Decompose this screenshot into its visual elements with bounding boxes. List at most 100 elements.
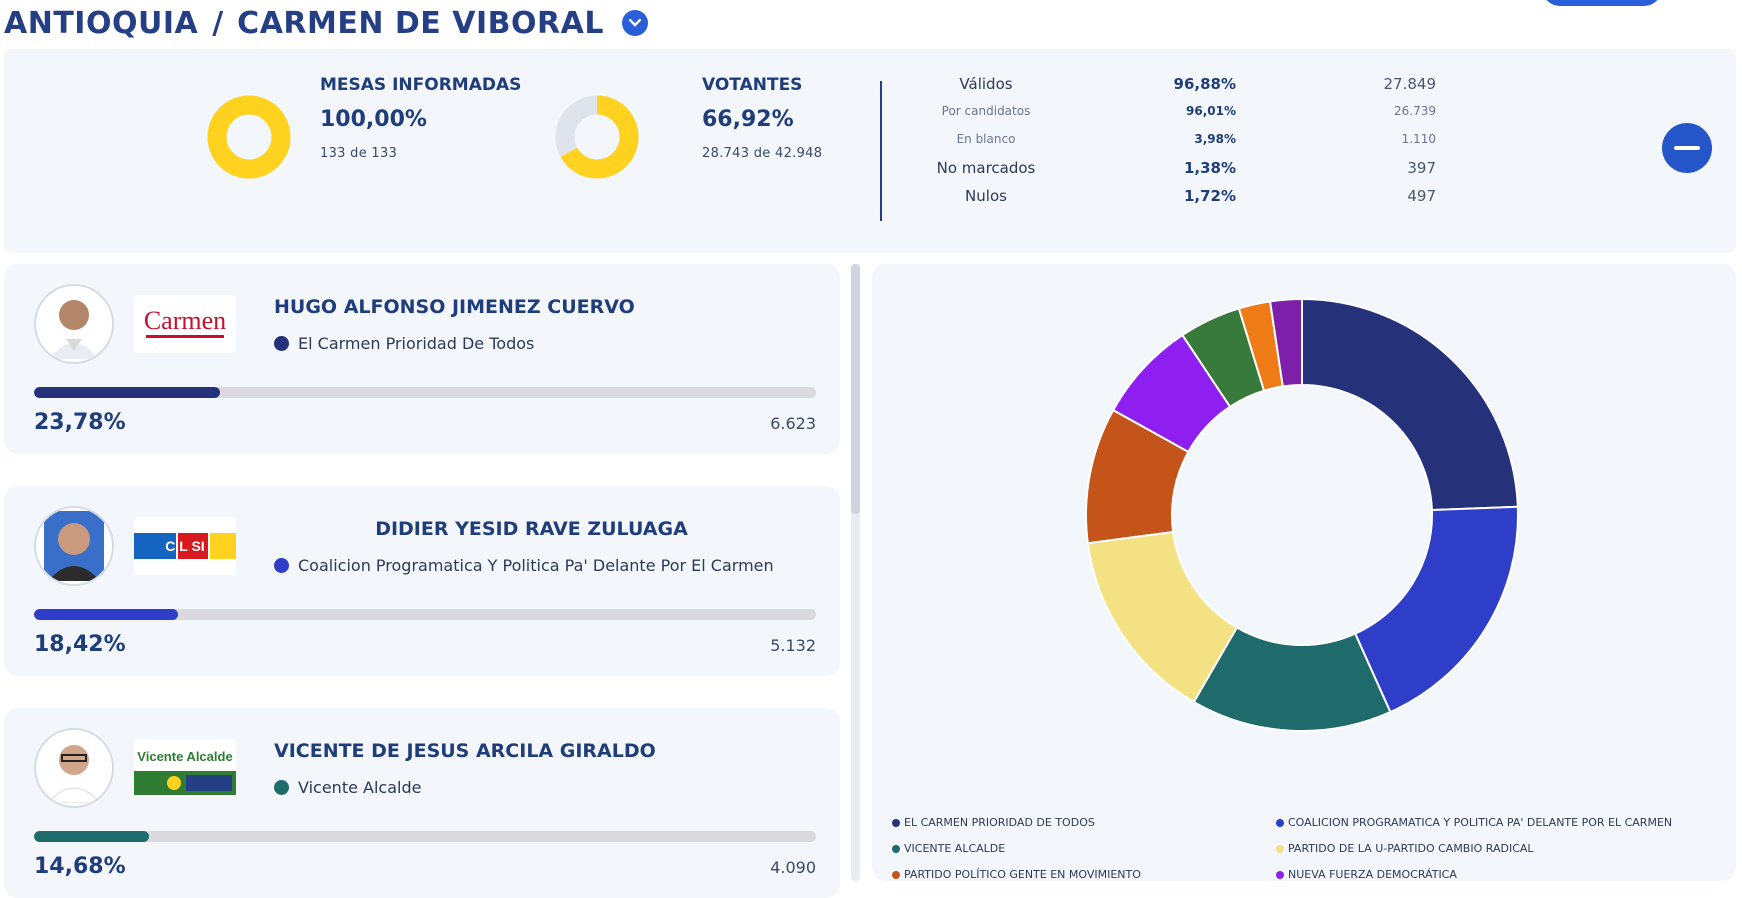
candidate-percentage: 23,78% [34, 410, 126, 435]
legend-label: PARTIDO POLÍTICO GENTE EN MOVIMIENTO [904, 868, 1141, 881]
breakdown-row-en-blanco: En blanco 3,98% 1.110 [886, 132, 1436, 146]
donut-slice[interactable] [1301, 297, 1519, 512]
candidate-votes: 4.090 [770, 858, 816, 877]
mesas-donut [207, 95, 291, 179]
minus-icon [1674, 146, 1700, 150]
candidate-avatar [34, 506, 114, 586]
legend-color-dot [1276, 844, 1284, 853]
vote-progress-fill [34, 831, 149, 842]
legend-label: NUEVA FUERZA DEMOCRÁTICA [1288, 868, 1457, 881]
mesas-stat: MESAS INFORMADAS 100,00% 133 de 133 [320, 75, 521, 161]
department-title: ANTIOQUIA [4, 5, 199, 41]
legend-item[interactable]: EL CARMEN PRIORIDAD DE TODOS [892, 816, 1095, 829]
legend-label: COALICION PROGRAMATICA Y POLITICA PA' DE… [1288, 816, 1673, 829]
candidate-card[interactable]: C L SI DIDIER YESID RAVE ZULUAGA Coalici… [4, 486, 840, 676]
legend-label: VICENTE ALCALDE [904, 842, 1006, 855]
candidate-avatar [34, 728, 114, 808]
breakdown-label: Nulos [965, 187, 1007, 205]
legend-item[interactable]: NUEVA FUERZA DEMOCRÁTICA [1276, 868, 1457, 881]
breakdown-pct: 96,88% [1173, 75, 1236, 93]
legend-color-dot [892, 870, 900, 879]
candidates-scrollbar[interactable] [851, 264, 860, 881]
legend-color-dot [1276, 818, 1284, 827]
breakdown-label: Por candidatos [941, 104, 1031, 118]
legend-item[interactable]: PARTIDO DE LA U-PARTIDO CAMBIO RADICAL [1276, 842, 1534, 855]
legend-item[interactable]: PARTIDO POLÍTICO GENTE EN MOVIMIENTO [892, 868, 1141, 881]
results-chart-panel: EL CARMEN PRIORIDAD DE TODOS COALICION PR… [872, 264, 1736, 881]
candidate-party: Coalicion Programatica Y Politica Pa' De… [274, 556, 774, 575]
mesas-title: MESAS INFORMADAS [320, 75, 522, 95]
legend-label: EL CARMEN PRIORIDAD DE TODOS [904, 816, 1095, 829]
party-color-dot [274, 336, 289, 351]
breakdown-value: 397 [1407, 159, 1436, 177]
votantes-stat: VOTANTES 66,92% 28.743 de 42.948 [702, 75, 822, 161]
municipality-title: CARMEN DE VIBORAL [237, 5, 604, 41]
candidate-name: DIDIER YESID RAVE ZULUAGA [375, 518, 688, 540]
breakdown-value: 26.739 [1394, 104, 1436, 118]
breakdown-value: 1.110 [1401, 132, 1436, 146]
party-color-dot [274, 558, 289, 573]
party-logo: Carmen [134, 295, 236, 353]
breakdown-value: 497 [1407, 187, 1436, 205]
candidate-name: VICENTE DE JESUS ARCILA GIRALDO [274, 740, 656, 762]
vote-progress-fill [34, 387, 220, 398]
summary-panel: MESAS INFORMADAS 100,00% 133 de 133 VOTA… [4, 49, 1736, 253]
party-logo-text: Vicente Alcalde [137, 749, 232, 764]
party-name: Vicente Alcalde [298, 778, 422, 797]
party-logo: C L SI [134, 517, 236, 575]
candidate-votes: 6.623 [770, 414, 816, 433]
legend-color-dot [1276, 870, 1284, 879]
breakdown-label: En blanco [956, 132, 1016, 146]
candidate-avatar [34, 284, 114, 364]
party-logo-text: C L SI [165, 538, 204, 554]
breakdown-row-por-candidatos: Por candidatos 96,01% 26.739 [886, 104, 1436, 118]
legend-item[interactable]: VICENTE ALCALDE [892, 842, 1005, 855]
vote-progress-fill [34, 609, 179, 620]
top-right-button[interactable] [1542, 0, 1662, 6]
party-logo: Vicente Alcalde [134, 739, 236, 797]
party-color-dot [274, 780, 289, 795]
breakdown-row-nulos: Nulos 1,72% 497 [886, 187, 1436, 205]
breakdown-pct: 1,38% [1183, 159, 1236, 177]
mesas-percentage: 100,00% [320, 107, 427, 132]
candidate-name: HUGO ALFONSO JIMENEZ CUERVO [274, 296, 635, 318]
party-name: Coalicion Programatica Y Politica Pa' De… [298, 556, 774, 575]
candidate-percentage: 18,42% [34, 632, 126, 657]
legend-label: PARTIDO DE LA U-PARTIDO CAMBIO RADICAL [1288, 842, 1534, 855]
party-logo-text: Carmen [144, 306, 226, 335]
votantes-percentage: 66,92% [702, 107, 794, 132]
candidate-card[interactable]: Vicente Alcalde VICENTE DE JESUS ARCILA … [4, 708, 840, 898]
candidate-party: El Carmen Prioridad De Todos [274, 334, 534, 353]
breakdown-row-validos: Válidos 96,88% 27.849 [886, 75, 1436, 93]
candidates-scrollbar-thumb[interactable] [851, 264, 860, 514]
legend-item[interactable]: COALICION PROGRAMATICA Y POLITICA PA' DE… [1276, 816, 1672, 829]
candidate-party: Vicente Alcalde [274, 778, 421, 797]
donut-slice[interactable] [1268, 297, 1303, 388]
collapse-button[interactable] [1662, 123, 1712, 173]
breakdown-pct: 1,72% [1183, 187, 1236, 205]
votantes-donut [555, 95, 639, 179]
vote-progress-bar [34, 609, 816, 620]
breakdown-label: Válidos [959, 75, 1013, 93]
page-header: ANTIOQUIA / CARMEN DE VIBORAL [4, 0, 648, 46]
vote-progress-bar [34, 387, 816, 398]
vote-progress-bar [34, 831, 816, 842]
breakdown-pct: 96,01% [1186, 104, 1236, 118]
candidate-card[interactable]: Carmen HUGO ALFONSO JIMENEZ CUERVO El Ca… [4, 264, 840, 454]
candidate-votes: 5.132 [770, 636, 816, 655]
breadcrumb-separator: / [212, 5, 224, 41]
votantes-count: 28.743 de 42.948 [702, 146, 823, 161]
chevron-down-icon[interactable] [621, 10, 648, 36]
breakdown-label: No marcados [936, 159, 1036, 177]
party-name: El Carmen Prioridad De Todos [298, 334, 535, 353]
legend-color-dot [892, 818, 900, 827]
breakdown-value: 27.849 [1383, 75, 1437, 93]
legend-color-dot [892, 844, 900, 853]
breakdown-pct: 3,98% [1194, 132, 1236, 146]
summary-divider [880, 81, 882, 221]
breakdown-row-no-marcados: No marcados 1,38% 397 [886, 159, 1436, 177]
votantes-title: VOTANTES [702, 75, 803, 95]
candidate-percentage: 14,68% [34, 854, 126, 879]
donut-slice[interactable] [1353, 505, 1519, 714]
mesas-count: 133 de 133 [320, 146, 398, 161]
